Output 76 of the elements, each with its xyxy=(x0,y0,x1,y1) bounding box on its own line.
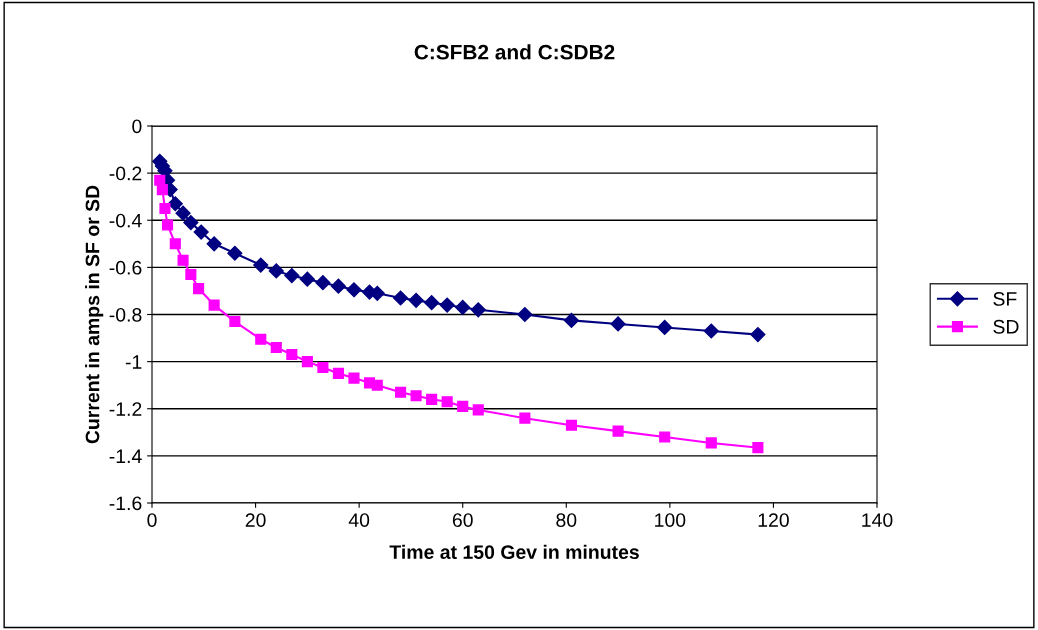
point xyxy=(255,333,267,345)
x-tick-label: 60 xyxy=(452,513,473,527)
point xyxy=(610,316,626,332)
point xyxy=(183,215,199,231)
y-tick-label: -0.8 xyxy=(109,307,142,322)
point xyxy=(750,326,766,343)
point xyxy=(457,400,469,412)
point xyxy=(270,341,282,354)
point xyxy=(229,316,241,328)
point xyxy=(439,297,455,313)
point xyxy=(208,299,220,311)
point xyxy=(161,219,174,231)
point xyxy=(348,372,360,384)
x-tick-label: 120 xyxy=(758,513,789,527)
x-tick-label: 80 xyxy=(556,513,577,527)
point xyxy=(253,257,269,273)
point xyxy=(612,425,624,437)
legend-label: SD xyxy=(993,319,1019,334)
x-tick-label: 140 xyxy=(862,513,893,527)
point xyxy=(206,236,222,252)
point xyxy=(159,202,171,215)
point xyxy=(455,299,471,316)
y-tick-label: -1.4 xyxy=(109,449,142,463)
point xyxy=(703,323,719,339)
point xyxy=(284,268,300,284)
point xyxy=(705,437,717,449)
point xyxy=(193,283,205,295)
x-tick-label: 0 xyxy=(147,513,157,527)
point xyxy=(393,290,409,306)
y-tick-label: 0 xyxy=(132,119,142,134)
point xyxy=(175,205,191,221)
point xyxy=(268,263,284,279)
point xyxy=(408,292,424,308)
x-tick-label: 100 xyxy=(655,513,686,527)
point xyxy=(519,412,531,424)
point xyxy=(227,245,243,261)
point xyxy=(657,319,673,336)
y-tick-label: -1.2 xyxy=(109,402,142,416)
point xyxy=(410,390,422,402)
x-axis-title: Time at 150 Gev in minutes xyxy=(389,544,639,560)
x-tick-label: 40 xyxy=(348,513,370,527)
point xyxy=(156,184,168,196)
point xyxy=(299,271,315,287)
point xyxy=(441,396,453,408)
point xyxy=(315,275,331,291)
point xyxy=(167,196,183,212)
point xyxy=(470,302,486,318)
point xyxy=(659,431,671,443)
point xyxy=(193,224,209,240)
point xyxy=(286,349,298,361)
y-tick-label: -0.2 xyxy=(109,166,142,181)
point xyxy=(169,238,181,250)
point xyxy=(426,393,438,405)
y-axis-title: Current in amps in SF or SD xyxy=(85,185,104,444)
point xyxy=(472,404,484,416)
point xyxy=(301,356,313,368)
point xyxy=(565,419,578,431)
point xyxy=(332,367,344,379)
y-tick-label: -1 xyxy=(125,355,142,369)
legend-label: SF xyxy=(993,292,1017,306)
y-tick-label: -0.6 xyxy=(109,260,142,275)
x-tick-label: 20 xyxy=(245,513,266,527)
point xyxy=(177,254,189,266)
point xyxy=(563,312,580,328)
point xyxy=(185,268,197,281)
point xyxy=(517,306,533,323)
point xyxy=(371,379,383,391)
point xyxy=(346,282,362,298)
y-tick-label: -0.4 xyxy=(109,213,142,228)
point xyxy=(752,442,764,454)
point xyxy=(395,386,407,398)
y-tick-label: -1.6 xyxy=(109,496,142,511)
point xyxy=(424,295,440,311)
point xyxy=(317,361,329,374)
point xyxy=(330,278,346,294)
chart-title: C:SFB2 and C:SDB2 xyxy=(414,44,615,60)
